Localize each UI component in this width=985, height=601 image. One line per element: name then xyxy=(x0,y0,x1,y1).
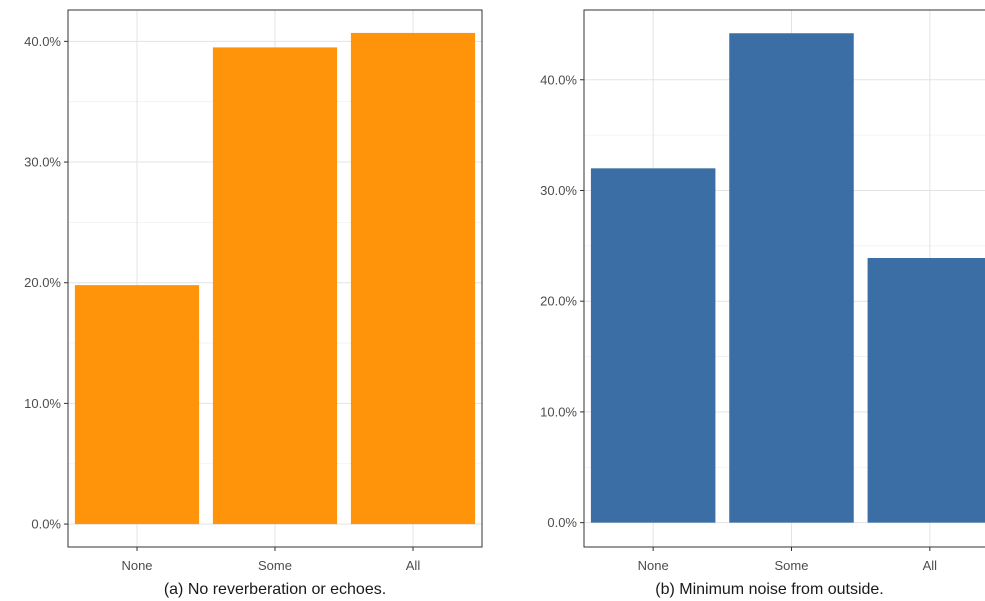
y-tick-label: 0.0% xyxy=(31,517,61,532)
x-tick-label: None xyxy=(121,558,152,573)
bar-none xyxy=(74,285,200,525)
chart-caption: (b) Minimum noise from outside. xyxy=(655,581,884,598)
chart-panel-0: 0.0% 10.0% 20.0% 30.0% 40.0% None Some All (a) N… xyxy=(24,9,483,598)
chart-panel-1: 0.0% 10.0% 20.0% 30.0% 40.0% None Some All (b) M… xyxy=(540,9,985,598)
y-tick-label: 20.0% xyxy=(540,294,577,309)
y-tick-label: 40.0% xyxy=(540,72,577,87)
bar-all xyxy=(350,32,476,525)
x-tick-label: Some xyxy=(775,558,809,573)
chart-caption: (a) No reverberation or echoes. xyxy=(164,581,386,598)
bar-none xyxy=(590,168,716,523)
x-tick-label: All xyxy=(406,558,421,573)
y-tick-label: 40.0% xyxy=(24,34,61,49)
y-tick-label: 10.0% xyxy=(24,396,61,411)
y-tick-label: 20.0% xyxy=(24,275,61,290)
bar-some xyxy=(212,47,338,525)
x-tick-label: None xyxy=(638,558,669,573)
y-tick-label: 30.0% xyxy=(24,155,61,170)
bar-some xyxy=(729,33,854,523)
bar-all xyxy=(867,258,985,523)
x-tick-label: All xyxy=(923,558,938,573)
y-tick-label: 0.0% xyxy=(547,515,577,530)
y-tick-label: 10.0% xyxy=(540,404,577,419)
x-tick-label: Some xyxy=(258,558,292,573)
y-tick-label: 30.0% xyxy=(540,183,577,198)
